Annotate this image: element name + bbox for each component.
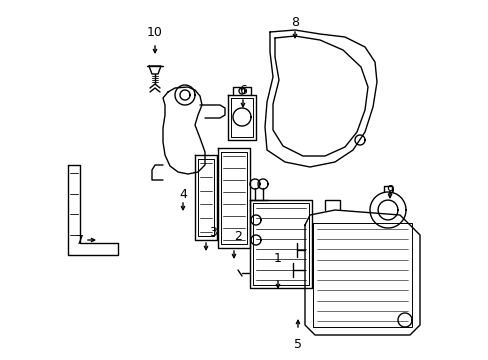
Text: 6: 6 bbox=[239, 84, 246, 96]
Text: 1: 1 bbox=[273, 252, 282, 265]
Text: 7: 7 bbox=[76, 234, 84, 247]
Text: 3: 3 bbox=[209, 225, 217, 238]
Text: 10: 10 bbox=[147, 26, 163, 39]
Text: 2: 2 bbox=[234, 230, 242, 243]
Polygon shape bbox=[149, 66, 161, 74]
Text: 4: 4 bbox=[179, 189, 186, 202]
Text: 5: 5 bbox=[293, 338, 302, 351]
Text: 9: 9 bbox=[385, 184, 393, 197]
Text: 8: 8 bbox=[290, 15, 298, 28]
